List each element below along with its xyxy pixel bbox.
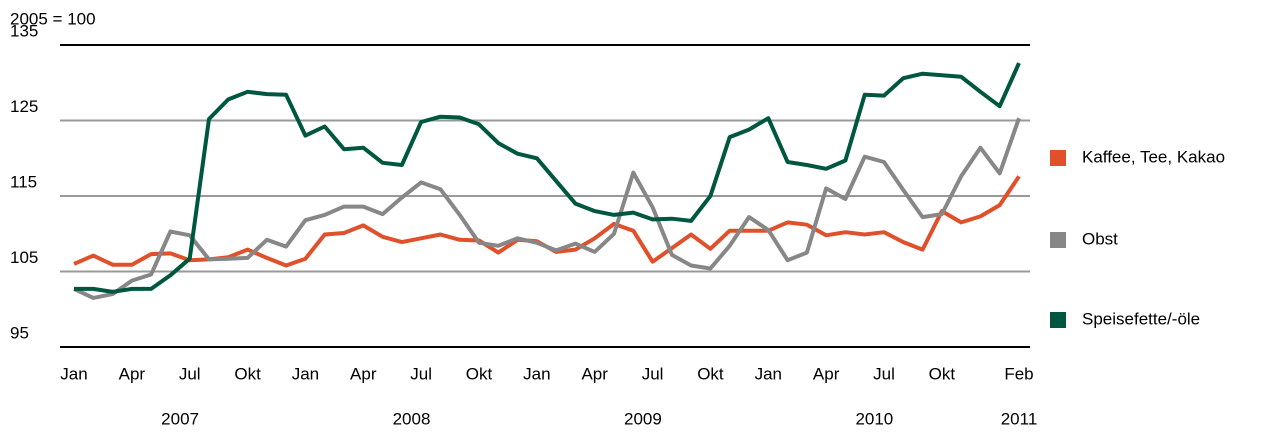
- y-tick-label: 135: [10, 21, 38, 40]
- year-label: 2009: [624, 409, 662, 428]
- y-axis-label: 2005 = 100: [10, 9, 96, 28]
- legend-swatch: [1050, 232, 1066, 248]
- line: [74, 62, 1021, 294]
- x-tick-label: Jul: [873, 364, 895, 383]
- x-tick-label: Feb: [1004, 364, 1033, 383]
- x-tick-label: Okt: [929, 364, 956, 383]
- year-label: 2007: [161, 409, 199, 428]
- legend-swatch: [1050, 150, 1066, 166]
- x-tick-label: Jan: [523, 364, 550, 383]
- x-tick-label: Okt: [697, 364, 724, 383]
- x-tick-label: Jul: [642, 364, 664, 383]
- x-tick-label: Jan: [755, 364, 782, 383]
- legend-swatch: [1050, 312, 1066, 328]
- x-tick-label: Okt: [234, 364, 261, 383]
- line: [73, 117, 1021, 300]
- x-tick-label: Jan: [60, 364, 87, 383]
- x-tick-label: Jul: [410, 364, 432, 383]
- x-tick-label: Okt: [466, 364, 493, 383]
- x-tick-label: Apr: [813, 364, 840, 383]
- x-tick-label: Jul: [179, 364, 201, 383]
- year-label: 2008: [393, 409, 431, 428]
- y-tick-label: 115: [10, 172, 37, 191]
- y-tick-label: 125: [10, 97, 38, 116]
- year-label: 2010: [855, 409, 893, 428]
- year-label: 2011: [1001, 409, 1038, 428]
- legend-label: Obst: [1082, 229, 1118, 248]
- y-tick-label: 95: [10, 323, 29, 342]
- x-tick-label: Apr: [350, 364, 377, 383]
- x-tick-label: Apr: [581, 364, 608, 383]
- legend-label: Speisefette/-öle: [1082, 309, 1200, 328]
- x-tick-label: Apr: [119, 364, 146, 383]
- line: [73, 175, 1021, 268]
- legend-label: Kaffee, Tee, Kakao: [1082, 147, 1225, 166]
- y-tick-label: 105: [10, 248, 38, 267]
- x-tick-label: Jan: [292, 364, 319, 383]
